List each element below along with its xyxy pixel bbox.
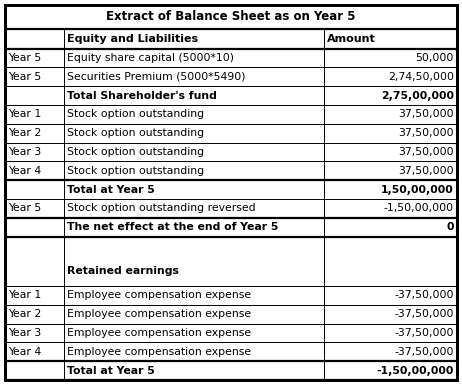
Text: 2,75,00,000: 2,75,00,000 — [381, 90, 454, 100]
Text: 37,50,000: 37,50,000 — [398, 166, 454, 176]
Text: Stock option outstanding: Stock option outstanding — [67, 147, 204, 157]
Text: Stock option outstanding: Stock option outstanding — [67, 166, 204, 176]
Text: Retained earnings: Retained earnings — [67, 266, 179, 276]
Text: 2,74,50,000: 2,74,50,000 — [388, 72, 454, 82]
Text: The net effect at the end of Year 5: The net effect at the end of Year 5 — [67, 222, 279, 232]
Text: -1,50,00,000: -1,50,00,000 — [383, 203, 454, 213]
Text: Employee compensation expense: Employee compensation expense — [67, 309, 251, 319]
Text: -1,50,00,000: -1,50,00,000 — [377, 366, 454, 376]
Text: Year 1: Year 1 — [8, 109, 42, 119]
Text: Extract of Balance Sheet as on Year 5: Extract of Balance Sheet as on Year 5 — [106, 10, 356, 23]
Text: Year 5: Year 5 — [8, 53, 42, 63]
Text: -37,50,000: -37,50,000 — [394, 328, 454, 338]
Text: Year 4: Year 4 — [8, 166, 42, 176]
Text: 0: 0 — [446, 222, 454, 232]
Text: Year 1: Year 1 — [8, 290, 42, 300]
Text: Year 5: Year 5 — [8, 72, 42, 82]
Text: Employee compensation expense: Employee compensation expense — [67, 290, 251, 300]
Text: Year 4: Year 4 — [8, 347, 42, 357]
Text: Total Shareholder's fund: Total Shareholder's fund — [67, 90, 217, 100]
Text: Year 2: Year 2 — [8, 128, 42, 138]
Text: Year 2: Year 2 — [8, 309, 42, 319]
Text: Stock option outstanding: Stock option outstanding — [67, 128, 204, 138]
Text: Total at Year 5: Total at Year 5 — [67, 366, 155, 376]
Text: -37,50,000: -37,50,000 — [394, 347, 454, 357]
Text: 50,000: 50,000 — [415, 53, 454, 63]
Text: Equity share capital (5000*10): Equity share capital (5000*10) — [67, 53, 234, 63]
Text: Year 3: Year 3 — [8, 147, 42, 157]
Text: 37,50,000: 37,50,000 — [398, 128, 454, 138]
Text: 37,50,000: 37,50,000 — [398, 147, 454, 157]
Text: -37,50,000: -37,50,000 — [394, 309, 454, 319]
Text: -37,50,000: -37,50,000 — [394, 290, 454, 300]
Text: Amount: Amount — [327, 33, 376, 44]
Text: Stock option outstanding reversed: Stock option outstanding reversed — [67, 203, 255, 213]
Text: 1,50,00,000: 1,50,00,000 — [381, 184, 454, 194]
Text: Year 3: Year 3 — [8, 328, 42, 338]
Text: 37,50,000: 37,50,000 — [398, 109, 454, 119]
Text: Employee compensation expense: Employee compensation expense — [67, 347, 251, 357]
Text: Securities Premium (5000*5490): Securities Premium (5000*5490) — [67, 72, 245, 82]
Text: Employee compensation expense: Employee compensation expense — [67, 328, 251, 338]
Text: Total at Year 5: Total at Year 5 — [67, 184, 155, 194]
Text: Stock option outstanding: Stock option outstanding — [67, 109, 204, 119]
Text: Year 5: Year 5 — [8, 203, 42, 213]
Text: Equity and Liabilities: Equity and Liabilities — [67, 33, 198, 44]
